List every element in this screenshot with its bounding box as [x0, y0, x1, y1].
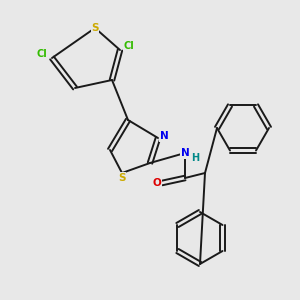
Text: N: N [181, 148, 189, 158]
Text: H: H [191, 153, 199, 163]
Text: S: S [91, 23, 99, 33]
Text: N: N [160, 131, 168, 141]
Text: O: O [153, 178, 161, 188]
Text: S: S [118, 173, 126, 183]
Text: Cl: Cl [124, 41, 134, 51]
Text: Cl: Cl [37, 49, 47, 59]
